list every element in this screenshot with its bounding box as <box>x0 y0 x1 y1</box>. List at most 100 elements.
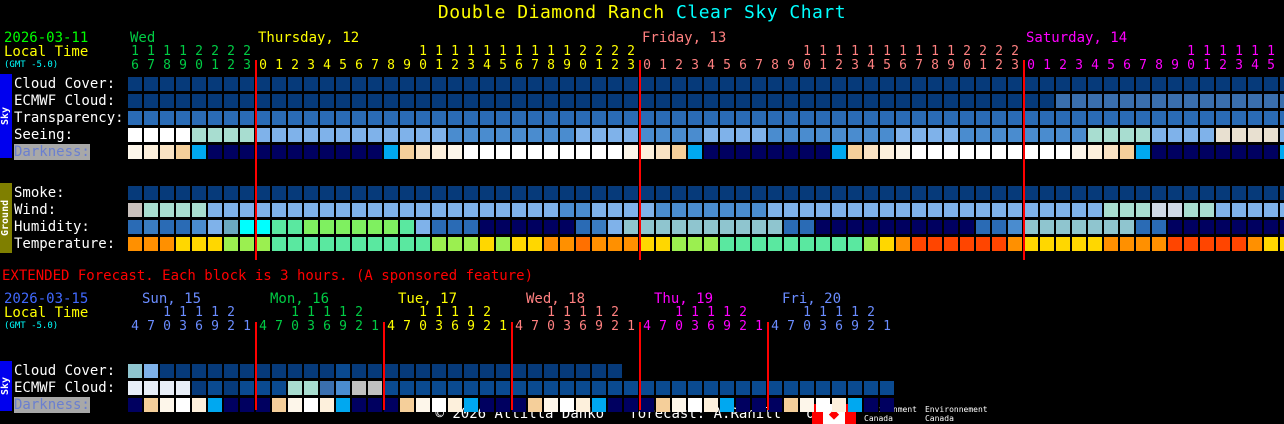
ecmwf-cloud-block <box>352 94 366 108</box>
hour-ones: 3 <box>691 58 699 73</box>
humidity-block <box>544 220 558 234</box>
ecmwf-cloud-block <box>512 94 526 108</box>
page-title-suffix: Clear Sky Chart <box>676 2 847 23</box>
page-title-location: Double Diamond Ranch <box>437 2 665 23</box>
ext-darkness-block <box>304 398 318 412</box>
temperature-block <box>496 237 510 251</box>
transparency-block <box>944 111 958 125</box>
ecmwf-cloud-block <box>544 94 558 108</box>
temperature-block <box>544 237 558 251</box>
hour-tens: 1 <box>563 44 571 59</box>
darkness-block <box>1040 145 1054 159</box>
seeing-block <box>848 128 862 142</box>
smoke-block <box>1136 186 1150 200</box>
ext-hour-ones: 9 <box>339 319 347 334</box>
humidity-block <box>1264 220 1278 234</box>
ext-hour-ones: 0 <box>291 319 299 334</box>
ext-hour-tens: 1 <box>547 305 555 320</box>
ext-hour-tens: 1 <box>195 305 203 320</box>
darkness-block <box>784 145 798 159</box>
temperature-block <box>560 237 574 251</box>
wind-block <box>544 203 558 217</box>
temperature-block <box>640 237 654 251</box>
darkness-block <box>944 145 958 159</box>
wind-block <box>336 203 350 217</box>
ext-hour-ones: 1 <box>755 319 763 334</box>
hour-ones: 2 <box>1219 58 1227 73</box>
seeing-block <box>416 128 430 142</box>
temperature-block <box>864 237 878 251</box>
ext-darkness-block <box>768 398 782 412</box>
humidity-block <box>640 220 654 234</box>
temperature-block <box>1264 237 1278 251</box>
ext-midnight-marker-5 <box>766 322 769 410</box>
wind-block <box>160 203 174 217</box>
temperature-block <box>288 237 302 251</box>
ext-darkness-block <box>640 398 654 412</box>
hour-ones: 6 <box>131 58 139 73</box>
darkness-block <box>448 145 462 159</box>
ecmwf-cloud-block <box>640 94 654 108</box>
humidity-block <box>448 220 462 234</box>
cloud-cover-block <box>704 77 718 91</box>
smoke-block <box>272 186 286 200</box>
seeing-block <box>992 128 1006 142</box>
seeing-block <box>304 128 318 142</box>
wind-block <box>176 203 190 217</box>
hour-tens: 1 <box>483 44 491 59</box>
temperature-block <box>1216 237 1230 251</box>
darkness-block <box>640 145 654 159</box>
cloud-cover-block <box>144 77 158 91</box>
ext-ecmwf-cloud-block <box>144 381 158 395</box>
ecmwf-cloud-block <box>944 94 958 108</box>
cloud-cover-block <box>1104 77 1118 91</box>
wind-block <box>576 203 590 217</box>
seeing-block <box>608 128 622 142</box>
ext-cloud-cover-block <box>160 364 174 378</box>
hour-ones: 4 <box>867 58 875 73</box>
ext-cloud-cover-block <box>528 364 542 378</box>
extended-gmt-offset: (GMT -5.0) <box>4 321 59 331</box>
temperature-block <box>768 237 782 251</box>
wind-block <box>144 203 158 217</box>
ext-hour-ones: 3 <box>307 319 315 334</box>
seeing-block <box>944 128 958 142</box>
ecmwf-cloud-block <box>208 94 222 108</box>
hour-ones: 8 <box>547 58 555 73</box>
ext-hour-ones: 4 <box>643 319 651 334</box>
ext-ecmwf-cloud-block <box>352 381 366 395</box>
smoke-block <box>224 186 238 200</box>
temperature-block <box>192 237 206 251</box>
cloud-cover-block <box>960 77 974 91</box>
hour-ones: 1 <box>819 58 827 73</box>
transparency-block <box>448 111 462 125</box>
humidity-block <box>752 220 766 234</box>
ext-darkness-block <box>256 398 270 412</box>
ext-cloud-cover-block <box>384 364 398 378</box>
wind-block <box>192 203 206 217</box>
ecmwf-cloud-block <box>432 94 446 108</box>
hour-ones: 1 <box>1203 58 1211 73</box>
hour-tens: 1 <box>179 44 187 59</box>
temperature-block <box>224 237 238 251</box>
hour-ones: 2 <box>995 58 1003 73</box>
ext-ecmwf-cloud-block <box>128 381 142 395</box>
ext-ecmwf-cloud-block <box>160 381 174 395</box>
smoke-block <box>912 186 926 200</box>
hour-ones: 8 <box>771 58 779 73</box>
ext-ecmwf-cloud-block <box>224 381 238 395</box>
group-strip-ground: Ground <box>0 183 12 253</box>
ext-hour-ones: 4 <box>771 319 779 334</box>
ext-day-label-3: Wed, 18 <box>526 291 586 307</box>
hour-ones: 8 <box>1155 58 1163 73</box>
ext-hour-tens: 1 <box>851 305 859 320</box>
seeing-block <box>320 128 334 142</box>
extended-local-time-label: Local Time <box>4 305 89 321</box>
hour-tens: 1 <box>515 44 523 59</box>
ext-ecmwf-cloud-block <box>816 381 830 395</box>
transparency-block <box>608 111 622 125</box>
ecmwf-cloud-block <box>912 94 926 108</box>
ext-hour-tens: 2 <box>355 305 363 320</box>
temperature-block <box>896 237 910 251</box>
ecmwf-cloud-block <box>848 94 862 108</box>
